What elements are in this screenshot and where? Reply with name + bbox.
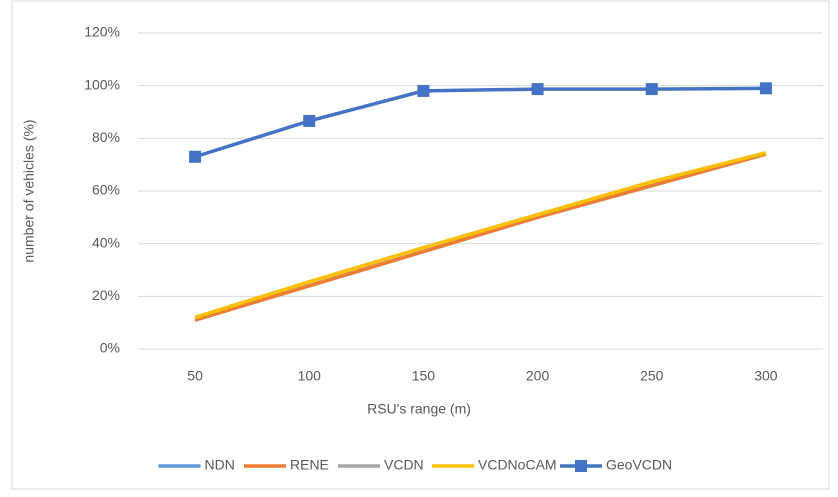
y-tick-label: 0%: [100, 340, 120, 356]
legend-label: VCDNoCAM: [478, 457, 557, 473]
x-tick-label: 250: [640, 368, 664, 384]
x-tick-label: 150: [412, 368, 436, 384]
point-marker: [531, 83, 544, 96]
x-tick-label: 100: [298, 368, 322, 384]
legend-label: GeoVCDN: [606, 457, 672, 473]
legend-label: RENE: [290, 457, 329, 473]
series-line: [194, 86, 766, 159]
series-line: [194, 152, 767, 322]
series-line: [194, 151, 767, 320]
x-tick-label: 50: [187, 368, 203, 384]
y-tick-label: 60%: [92, 182, 120, 198]
x-tick-label: 200: [526, 368, 550, 384]
y-tick-label: 100%: [84, 76, 120, 92]
y-axis-label: number of vehicles (%): [21, 119, 37, 262]
point-marker: [759, 82, 772, 95]
chart-frame: [11, 0, 830, 490]
point-marker: [417, 84, 430, 97]
legend-label: NDN: [205, 457, 235, 473]
y-tick-label: 20%: [92, 287, 120, 303]
y-tick-label: 120%: [84, 24, 120, 40]
legend-label: VCDN: [384, 457, 424, 473]
point-marker: [645, 83, 658, 96]
point-marker: [303, 114, 316, 127]
x-tick-label: 300: [754, 368, 778, 384]
y-tick-label: 80%: [92, 129, 120, 145]
point-marker: [189, 150, 202, 163]
y-tick-label: 40%: [92, 234, 120, 250]
x-axis-label: RSU's range (m): [367, 401, 471, 417]
legend-marker: [575, 460, 587, 472]
